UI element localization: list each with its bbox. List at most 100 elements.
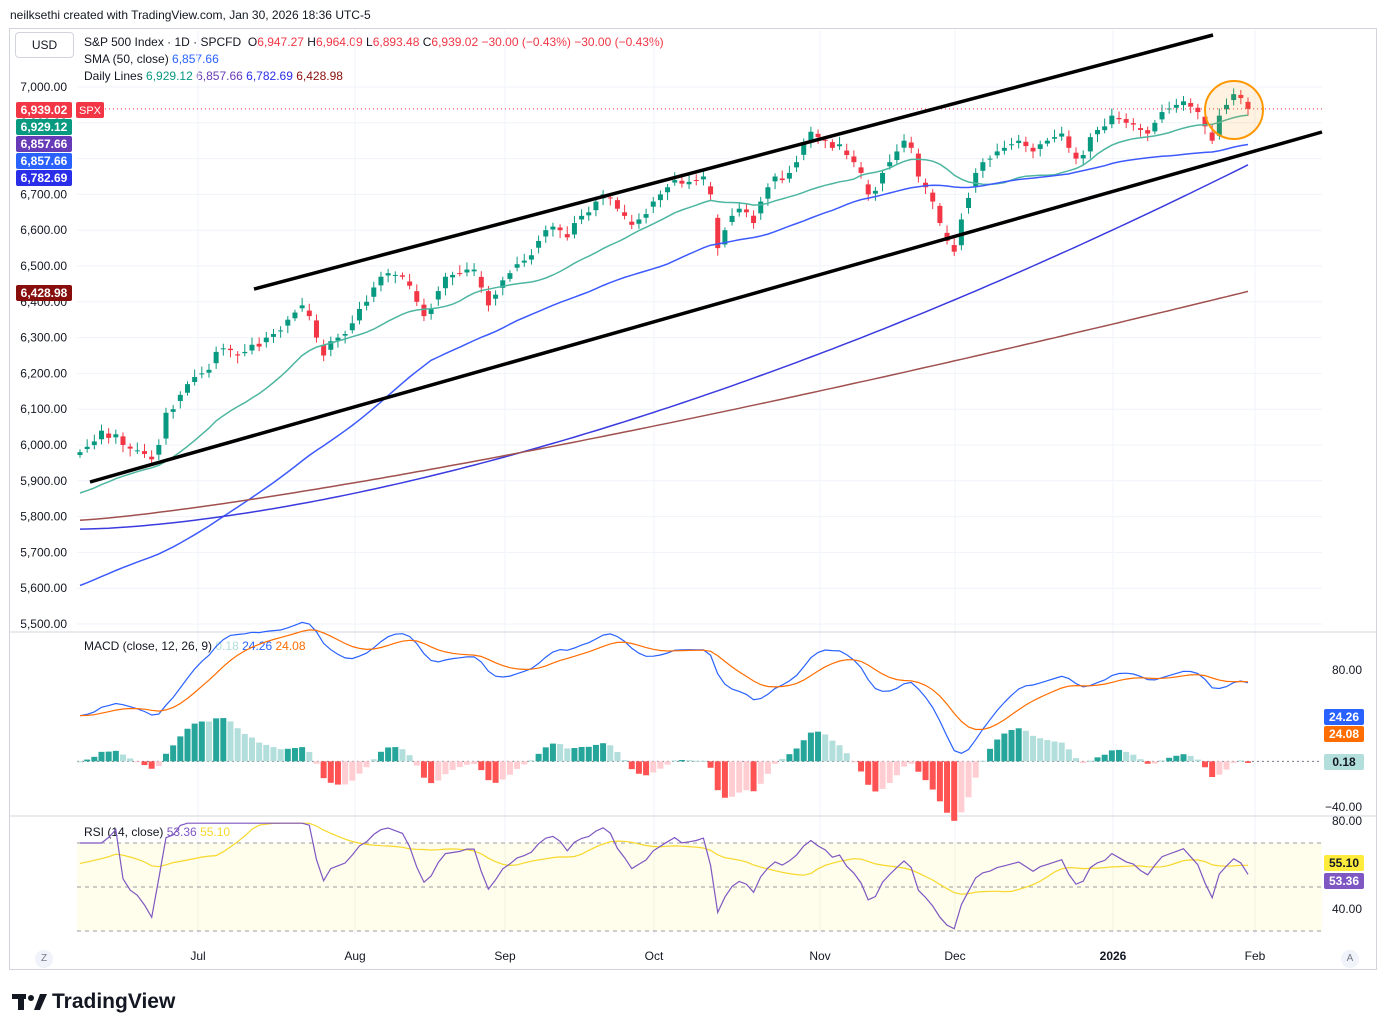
candle-body: [364, 301, 370, 306]
candle-body: [772, 176, 778, 182]
candle-body: [399, 275, 405, 277]
lower-trendline: [89, 130, 1323, 484]
zoom-reset-button[interactable]: Z: [35, 950, 53, 968]
candle-body: [765, 187, 771, 199]
macd-hist-bar: [428, 761, 435, 784]
macd-hist-bar: [1159, 760, 1166, 762]
macd-hist-bar: [757, 761, 764, 784]
macd-hist-bar: [721, 761, 728, 798]
ohlc-change-2: −30.00 (−0.43%): [574, 35, 664, 49]
candle-body: [622, 212, 628, 216]
macd-hist-bar: [1030, 735, 1037, 762]
candle-body: [722, 230, 728, 245]
daily-lines-label[interactable]: Daily Lines: [84, 69, 143, 83]
candle-body: [536, 240, 542, 248]
ohlc-close: 6,939.02: [431, 35, 479, 49]
candle-body: [686, 181, 692, 185]
macd-hist-bar: [664, 761, 671, 765]
macd-hist-bar: [162, 753, 169, 762]
candles: [77, 88, 1251, 464]
macd-hist-bar: [234, 728, 241, 762]
macd-hist-bar: [256, 742, 263, 762]
macd-hist-bar: [1180, 754, 1187, 762]
macd-axis-label: −40.00: [1325, 800, 1362, 814]
rsi-badge: [1324, 873, 1364, 889]
macd-hist-bar: [399, 749, 406, 762]
candle-body: [1209, 132, 1215, 141]
candle-body: [149, 456, 155, 460]
price-axis-label: 5,900.00: [20, 474, 67, 488]
macd-hist-bar: [557, 744, 564, 762]
currency-button[interactable]: USD: [15, 32, 74, 58]
price-badge-label: 6,939.02: [21, 103, 68, 117]
sma-label[interactable]: SMA (50, close): [84, 52, 169, 66]
candle-body: [700, 176, 706, 180]
candle-body: [407, 281, 413, 286]
candle-body: [113, 434, 119, 438]
candle-body: [894, 151, 900, 161]
candle-body: [679, 180, 685, 184]
macd-hist-bar: [564, 748, 571, 762]
macd-hist-bar: [585, 746, 592, 762]
candle-body: [84, 446, 90, 450]
attribution-header: neilksethi created with TradingView.com,…: [10, 8, 371, 22]
candle-body: [693, 179, 699, 181]
macd-hist-bar: [313, 761, 320, 764]
sma-value: 6,857.66: [172, 52, 219, 66]
price-axis-label: 6,000.00: [20, 438, 67, 452]
upper-trendline: [253, 33, 1214, 291]
price-axis-label: 6,100.00: [20, 402, 67, 416]
time-axis-label: Sep: [494, 949, 516, 963]
time-axis-label: Nov: [809, 949, 830, 963]
macd-hist-bar: [786, 754, 793, 762]
macd-hist-bar: [815, 731, 822, 762]
price-badge: [16, 285, 72, 301]
candle-body: [715, 217, 721, 249]
candle-body: [880, 172, 886, 184]
price-badge-label: 6,782.69: [21, 171, 68, 185]
ohlc-high: 6,964.09: [315, 35, 363, 49]
macd-hist-bar: [621, 760, 628, 762]
macd-hist-bar: [1151, 761, 1158, 764]
macd-hist-value: 0.18: [215, 639, 239, 653]
macd-hist-bar: [800, 740, 807, 762]
macd-hist-bar: [1173, 755, 1180, 762]
ohlc-h-label: H: [307, 35, 316, 49]
candle-body: [428, 308, 434, 314]
daily-lines-legend: Daily Lines 6,929.12 6,857.66 6,782.69 6…: [84, 69, 343, 83]
macd-hist-bar: [492, 761, 499, 783]
candle-body: [385, 273, 391, 276]
macd-hist-bar: [908, 761, 915, 764]
candle-body: [414, 291, 420, 302]
sma20-line: [79, 114, 1249, 494]
macd-hist-bar: [134, 761, 141, 763]
symbol-title[interactable]: S&P 500 Index · 1D · SPCFD: [84, 35, 242, 49]
macd-hist-bar: [220, 718, 227, 762]
auto-scale-button[interactable]: A: [1341, 950, 1359, 968]
candle-body: [1195, 107, 1201, 113]
macd-badge-label: 24.26: [1329, 710, 1359, 724]
macd-hist-bar: [743, 761, 750, 791]
macd-hist-bar: [901, 761, 908, 767]
macd-hist-bar: [764, 761, 771, 774]
macd-label[interactable]: MACD (close, 12, 26, 9): [84, 639, 213, 653]
macd-hist-bar: [241, 733, 248, 762]
candle-body: [980, 162, 986, 171]
macd-hist-bar: [320, 761, 327, 779]
macd-hist-bar: [994, 739, 1001, 762]
macd-hist-bar: [98, 751, 105, 762]
macd-hist-bar: [628, 761, 635, 770]
candle-body: [349, 323, 355, 331]
macd-hist-bar: [650, 761, 657, 773]
rsi-ma-value: 55.10: [200, 825, 231, 839]
candle-body: [435, 291, 441, 300]
candle-body: [1238, 94, 1244, 99]
macd-hist-bar: [936, 761, 943, 802]
price-badge-label: 6,857.66: [21, 154, 68, 168]
sma50-line: [79, 143, 1249, 587]
macd-hist-bar: [84, 759, 91, 762]
candle-body: [751, 215, 757, 224]
rsi-label[interactable]: RSI (14, close): [84, 825, 164, 839]
macd-hist-bar: [170, 745, 177, 762]
